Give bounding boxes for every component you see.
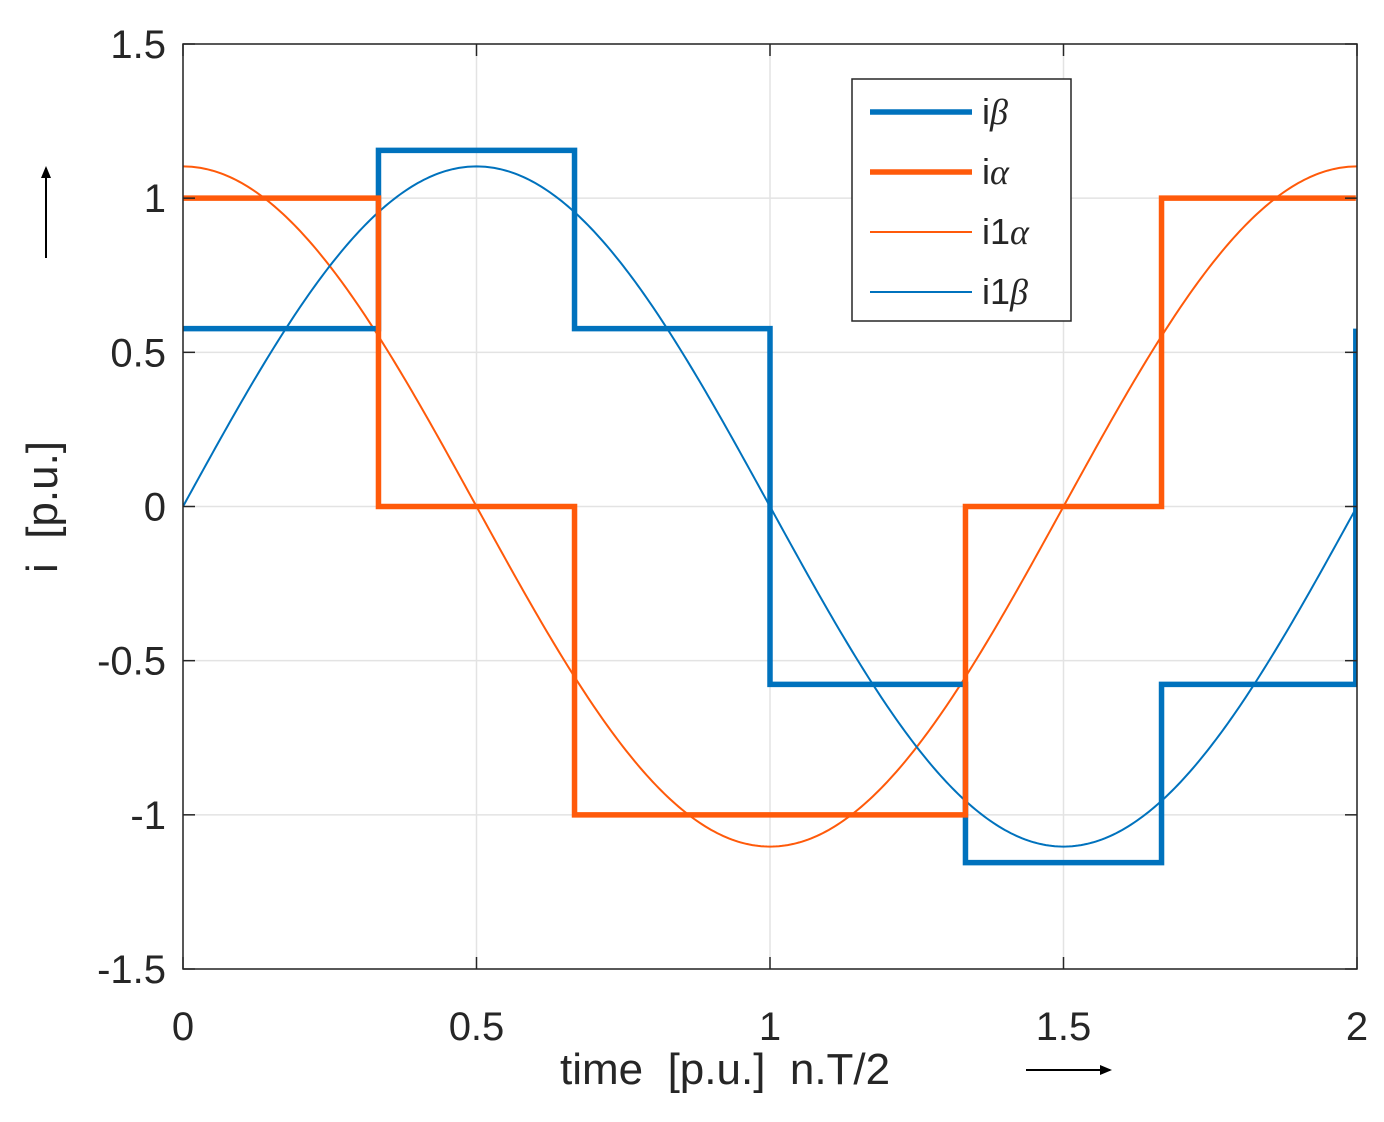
y-tick-label: 0.5	[110, 331, 166, 375]
x-tick-label: 0	[172, 1005, 194, 1049]
x-tick-label: 1	[759, 1005, 781, 1049]
x-axis-label: time [p.u.] n.T/2	[560, 1045, 890, 1094]
y-tick-label: -0.5	[97, 640, 166, 684]
tick-labels: 0 0.5 1 1.5 2 -1.5 -1 -0.5 0 0.5 1 1.5	[97, 23, 1368, 1049]
series-layer	[183, 147, 1357, 866]
y-axis-label: i [p.u.]	[18, 441, 67, 573]
series-line-i-beta	[183, 147, 1357, 866]
legend-label-i-alpha: iα	[982, 151, 1010, 192]
ticks	[182, 43, 1358, 970]
y-tick-label: 0	[144, 486, 166, 530]
legend-box	[851, 78, 1072, 322]
legend: iβ iα i1α i1β	[851, 78, 1072, 322]
x-tick-label: 1.5	[1036, 1005, 1092, 1049]
series-line-i-alpha	[183, 195, 1356, 818]
x-tick-label: 2	[1346, 1005, 1368, 1049]
legend-label-i-beta: iβ	[982, 91, 1008, 132]
y-tick-label: -1.5	[97, 948, 166, 992]
y-tick-label: 1.5	[110, 23, 166, 67]
x-tick-label: 0.5	[449, 1005, 505, 1049]
legend-label-i1-beta: i1β	[982, 271, 1028, 312]
y-tick-label: 1	[144, 177, 166, 221]
legend-label-i1-alpha: i1α	[982, 211, 1030, 252]
y-tick-label: -1	[130, 794, 166, 838]
